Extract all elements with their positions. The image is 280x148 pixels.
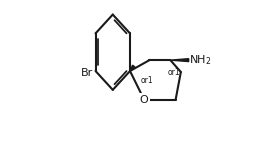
Text: or1: or1 xyxy=(141,76,154,85)
Text: Br: Br xyxy=(81,68,93,78)
Text: or1: or1 xyxy=(168,68,180,77)
Text: O: O xyxy=(140,95,149,105)
Text: NH$_2$: NH$_2$ xyxy=(190,53,212,67)
Polygon shape xyxy=(170,59,189,62)
Polygon shape xyxy=(130,65,135,71)
